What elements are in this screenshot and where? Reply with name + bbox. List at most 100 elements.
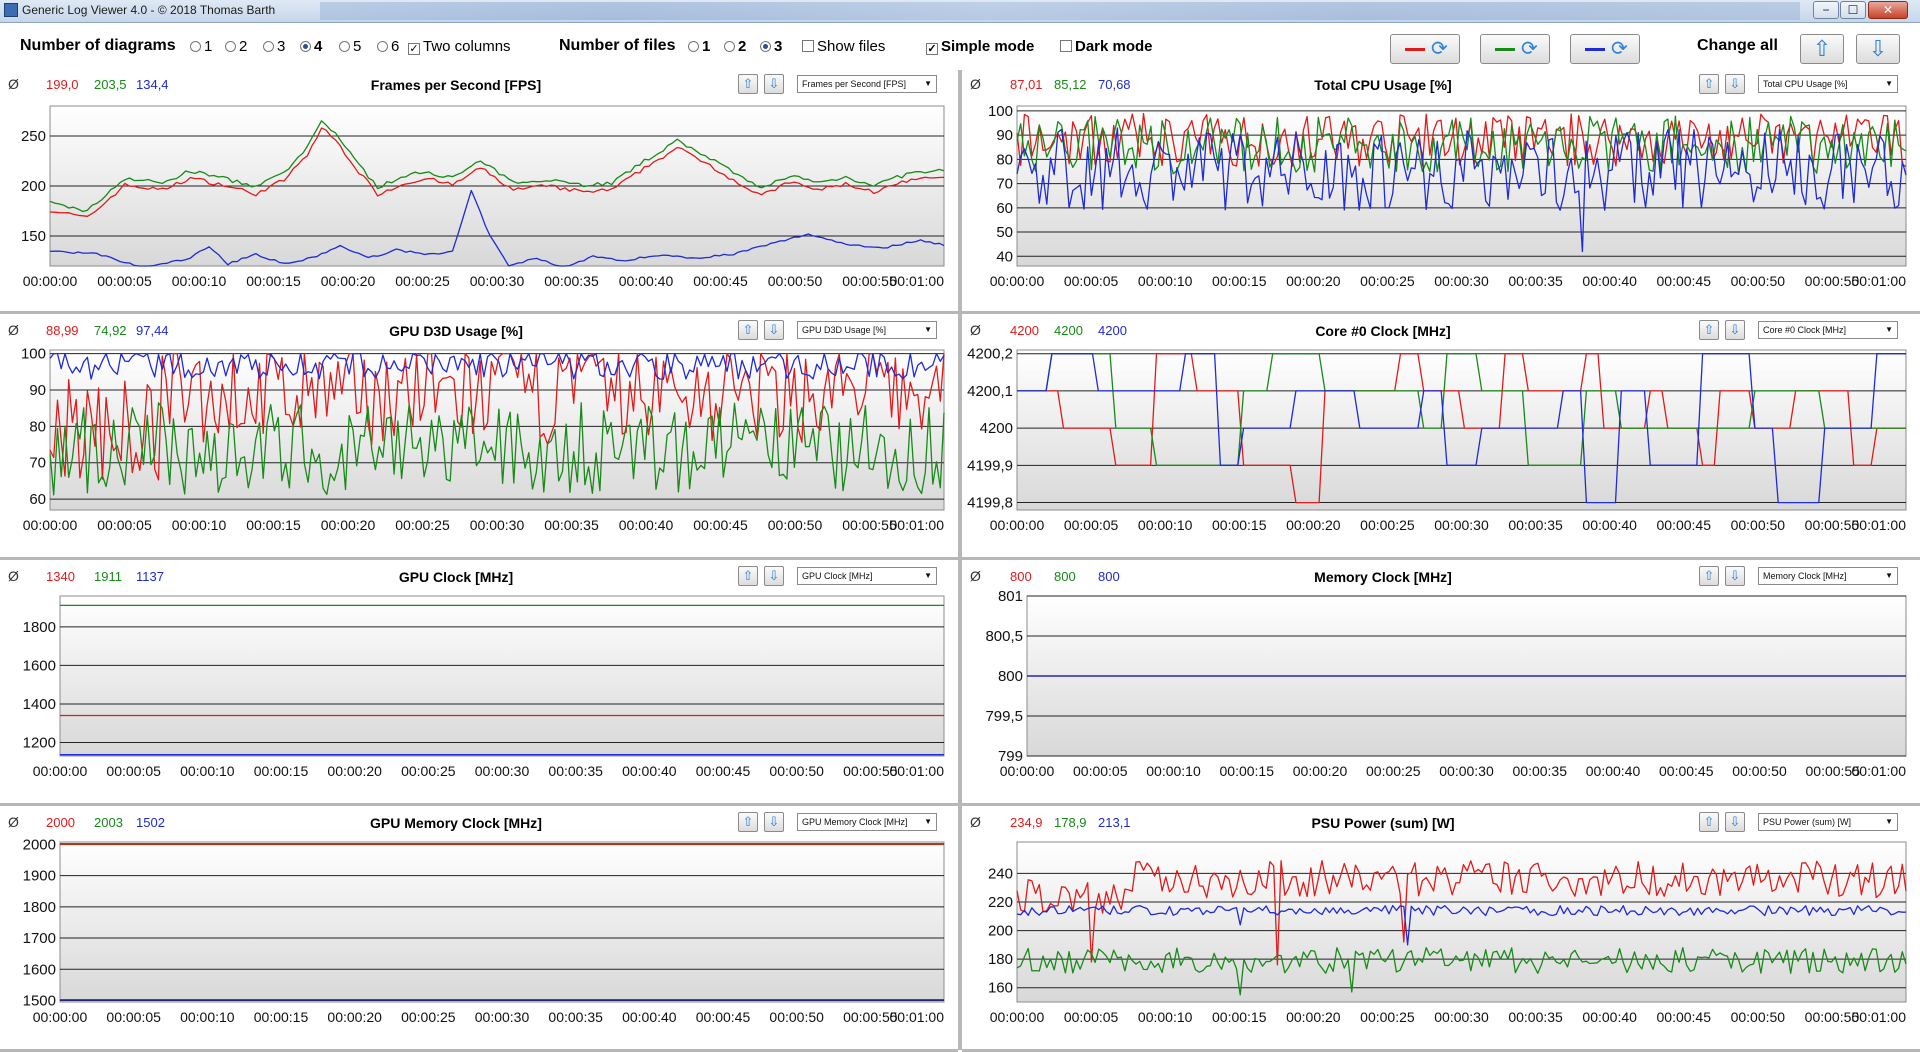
diagram-count-radio-6[interactable]: 6 (377, 38, 399, 55)
chevron-down-icon[interactable]: ▼ (924, 79, 932, 88)
radio-circle[interactable] (760, 41, 771, 52)
two-columns-checkbox[interactable]: ✓ Two columns (408, 38, 511, 55)
move-chart-up-button[interactable]: ⇧ (738, 566, 758, 586)
chart-sensor-select-value: GPU D3D Usage [%] (802, 325, 887, 335)
average-value-series-3: 1502 (136, 815, 165, 830)
move-chart-up-button[interactable]: ⇧ (1699, 74, 1719, 94)
move-chart-down-button[interactable]: ⇩ (764, 812, 784, 832)
chevron-down-icon[interactable]: ▼ (1885, 571, 1893, 580)
chevron-down-icon[interactable]: ▼ (1885, 79, 1893, 88)
checkbox-box[interactable] (1060, 40, 1072, 52)
radio-circle[interactable] (688, 41, 699, 52)
move-chart-down-button[interactable]: ⇩ (1725, 812, 1745, 832)
chart-sensor-select-value: Memory Clock [MHz] (1763, 571, 1847, 581)
move-chart-down-button[interactable]: ⇩ (1725, 320, 1745, 340)
chart-title: Frames per Second [FPS] (370, 77, 542, 93)
radio-label: 5 (353, 38, 362, 55)
x-tick-label: 00:00:30 (1434, 273, 1489, 289)
series-line-3 (49, 352, 945, 380)
y-tick-label: 1400 (23, 696, 56, 713)
move-chart-down-button[interactable]: ⇩ (1725, 74, 1745, 94)
chart-sensor-select[interactable]: Memory Clock [MHz] ▼ (1758, 567, 1898, 585)
close-button[interactable]: ✕ (1868, 1, 1908, 19)
x-tick-label: 00:01:00 (1852, 1009, 1907, 1025)
chart-sensor-select[interactable]: GPU Memory Clock [MHz] ▼ (797, 813, 937, 831)
radio-circle[interactable] (225, 41, 236, 52)
x-tick-label: 00:00:30 (475, 1009, 530, 1025)
x-tick-label: 00:00:35 (548, 1009, 603, 1025)
radio-circle[interactable] (300, 41, 311, 52)
chart-sensor-select[interactable]: Frames per Second [FPS] ▼ (797, 75, 937, 93)
diagram-count-radio-1[interactable]: 1 (190, 38, 212, 55)
move-chart-up-button[interactable]: ⇧ (738, 812, 758, 832)
show-files-checkbox[interactable]: Show files (802, 38, 885, 55)
series-line-1 (49, 127, 945, 217)
chart-sensor-select[interactable]: Total CPU Usage [%] ▼ (1758, 75, 1898, 93)
radio-circle[interactable] (263, 41, 274, 52)
checkbox-box[interactable]: ✓ (408, 43, 420, 55)
x-tick-label: 00:00:10 (180, 1009, 235, 1025)
swap-blue-series-button[interactable]: ⟳ (1570, 34, 1640, 64)
x-tick-label: 00:00:25 (1366, 763, 1421, 779)
chart-sensor-select[interactable]: Core #0 Clock [MHz] ▼ (1758, 321, 1898, 339)
move-chart-up-button[interactable]: ⇧ (1699, 812, 1719, 832)
chevron-down-icon[interactable]: ▼ (1885, 325, 1893, 334)
move-chart-down-button[interactable]: ⇩ (764, 566, 784, 586)
file-count-radio-3[interactable]: 3 (760, 38, 782, 55)
chevron-down-icon[interactable]: ▼ (924, 571, 932, 580)
chart-panel-gpu_mem: Ø 2000 2003 1502 GPU Memory Clock [MHz] ⇧ ⇩ GPU… (0, 808, 958, 1052)
diagram-count-radio-3[interactable]: 3 (263, 38, 285, 55)
chevron-down-icon[interactable]: ▼ (924, 325, 932, 334)
chart-sensor-select[interactable]: GPU D3D Usage [%] ▼ (797, 321, 937, 339)
chart-title: Total CPU Usage [%] (1314, 77, 1452, 93)
chart-sensor-select[interactable]: GPU Clock [MHz] ▼ (797, 567, 937, 585)
x-tick-label: 00:00:00 (990, 1009, 1045, 1025)
radio-circle[interactable] (724, 41, 735, 52)
average-symbol: Ø (970, 76, 981, 92)
move-chart-up-button[interactable]: ⇧ (1699, 320, 1719, 340)
average-symbol: Ø (8, 322, 19, 338)
chart-sensor-select[interactable]: PSU Power (sum) [W] ▼ (1758, 813, 1898, 831)
move-chart-down-button[interactable]: ⇩ (764, 74, 784, 94)
chevron-down-icon[interactable]: ▼ (924, 817, 932, 826)
diagram-count-radio-5[interactable]: 5 (339, 38, 361, 55)
radio-circle[interactable] (377, 41, 388, 52)
plot-area (1016, 349, 1907, 511)
file-count-radio-1[interactable]: 1 (688, 38, 710, 55)
dark-mode-checkbox[interactable]: Dark mode (1060, 38, 1153, 55)
move-chart-up-button[interactable]: ⇧ (738, 320, 758, 340)
y-tick-label: 4200 (980, 420, 1013, 437)
window-title: Generic Log Viewer 4.0 - © 2018 Thomas B… (22, 3, 276, 17)
average-value-series-1: 199,0 (46, 77, 79, 92)
x-tick-label: 00:00:50 (769, 763, 824, 779)
diagram-count-radio-2[interactable]: 2 (225, 38, 247, 55)
simple-mode-checkbox[interactable]: ✓ Simple mode (926, 38, 1034, 55)
radio-circle[interactable] (339, 41, 350, 52)
radio-label: 4 (314, 38, 323, 55)
x-tick-label: 00:00:10 (1138, 273, 1193, 289)
checkbox-box[interactable] (802, 40, 814, 52)
maximize-button[interactable]: ☐ (1840, 1, 1866, 19)
x-tick-label: 00:00:45 (696, 763, 751, 779)
x-tick-label: 00:00:40 (1582, 273, 1637, 289)
swap-red-series-button[interactable]: ⟳ (1390, 34, 1460, 64)
move-chart-down-button[interactable]: ⇩ (1725, 566, 1745, 586)
minimize-button[interactable]: − (1813, 1, 1839, 19)
chart-title: PSU Power (sum) [W] (1311, 815, 1455, 831)
diagram-count-radio-4[interactable]: 4 (300, 38, 322, 55)
series-line-3 (1016, 127, 1907, 253)
move-chart-up-button[interactable]: ⇧ (738, 74, 758, 94)
chart-sensor-select-value: Total CPU Usage [%] (1763, 79, 1848, 89)
change-all-down-button[interactable]: ⇩ (1856, 34, 1900, 64)
column-divider (958, 70, 962, 1050)
chevron-down-icon[interactable]: ▼ (1885, 817, 1893, 826)
file-count-radio-2[interactable]: 2 (724, 38, 746, 55)
swap-green-series-button[interactable]: ⟳ (1480, 34, 1550, 64)
move-chart-up-button[interactable]: ⇧ (1699, 566, 1719, 586)
x-tick-label: 00:00:00 (33, 763, 88, 779)
radio-circle[interactable] (190, 41, 201, 52)
change-all-up-button[interactable]: ⇧ (1800, 34, 1844, 64)
x-tick-label: 00:00:55 (1805, 517, 1860, 533)
checkbox-box[interactable]: ✓ (926, 43, 938, 55)
move-chart-down-button[interactable]: ⇩ (764, 320, 784, 340)
